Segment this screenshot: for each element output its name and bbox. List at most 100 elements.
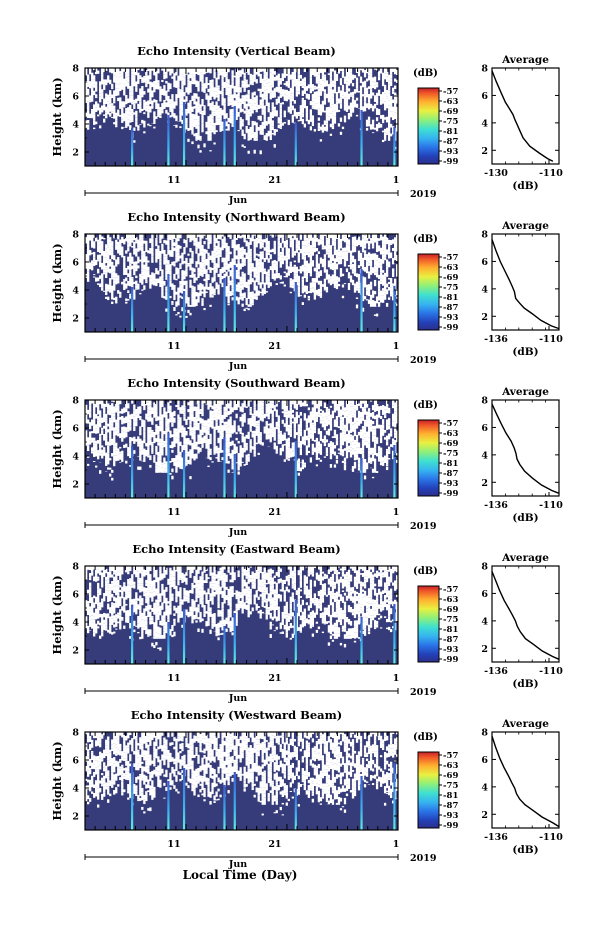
gap-cell [109,438,112,443]
gap-cell [169,417,172,420]
gap-cell [251,419,254,427]
gap-cell [375,414,379,420]
echo-spike [167,115,170,166]
gap-cell [313,242,317,248]
gap-cell [147,266,150,271]
gap-cell [87,237,90,245]
gap-cell [163,249,166,257]
gap-cell [93,419,96,426]
gap-cell [117,600,120,608]
gap-cell [361,106,365,108]
gap-cell [161,414,164,421]
gap-cell [145,240,148,247]
gap-cell [373,448,377,456]
gap-cell [123,582,126,585]
gap-cell [197,438,200,445]
gap-cell [219,435,222,443]
gap-cell [379,276,383,279]
gap-cell [91,419,94,426]
gap-cell [343,119,347,123]
gap-cell [383,257,387,261]
gap-cell [129,623,132,629]
gap-cell [287,441,290,448]
gap-cell [107,254,110,261]
gap-cell [383,254,387,258]
gap-cell [213,256,216,261]
gap-cell [277,249,280,257]
gap-cell [127,584,130,592]
gap-cell [239,251,242,259]
gap-cell [143,131,146,134]
gap-cell [343,97,347,105]
gap-cell [259,400,262,406]
gap-cell [291,402,294,405]
gap-cell [283,255,286,261]
gap-cell [339,422,343,430]
gap-cell [229,91,232,95]
gap-cell [377,446,381,452]
gap-cell [389,444,393,447]
gap-cell [181,457,184,463]
gap-cell [309,88,313,94]
gap-cell [145,615,148,621]
gap-cell [257,280,260,283]
gap-cell [313,278,317,283]
gap-cell [101,77,104,85]
gap-cell [335,101,339,105]
gap-cell [247,244,250,250]
gap-cell [177,268,180,275]
x-tick-label: 21 [268,507,281,518]
gap-cell [93,114,96,121]
gap-cell [143,403,146,411]
gap-cell [93,257,96,262]
gap-cell [391,87,395,92]
gap-cell [363,400,367,404]
gap-cell [367,417,371,424]
gap-cell [381,139,385,143]
gap-cell [259,440,262,445]
gap-cell [247,279,250,286]
gap-cell [257,70,260,77]
gap-cell [275,86,278,92]
gap-cell [291,279,294,286]
gap-cell [309,126,313,131]
gap-cell [89,586,92,593]
gap-cell [143,99,146,103]
gap-cell [135,288,138,290]
gap-cell [337,406,341,414]
gap-cell [391,291,395,296]
gap-cell [151,429,154,432]
gap-cell [93,276,96,278]
gap-cell [109,249,112,256]
gap-cell [341,90,345,96]
gap-cell [295,411,298,417]
gap-cell [377,424,381,429]
gap-cell [183,68,186,73]
gap-cell [301,402,304,407]
gap-cell [117,68,120,74]
gap-cell [327,279,331,283]
gap-cell [113,297,116,301]
gap-cell [139,247,142,251]
gap-cell [349,264,353,270]
gap-cell [279,447,282,456]
gap-cell [129,239,132,247]
gap-cell [199,150,202,153]
gap-cell [97,582,100,590]
gap-cell [209,421,212,428]
gap-cell [115,244,118,250]
gap-cell [305,252,309,256]
gap-cell [241,279,244,285]
gap-cell [269,433,272,442]
gap-cell [99,588,102,594]
gap-cell [101,287,104,291]
gap-cell [239,117,242,121]
gap-cell [311,105,315,108]
gap-cell [85,237,88,244]
gap-cell [181,270,184,277]
gap-cell [389,78,393,82]
gap-cell [143,569,146,577]
gap-cell [259,414,262,421]
gap-cell [191,298,194,303]
gap-cell [231,274,234,280]
